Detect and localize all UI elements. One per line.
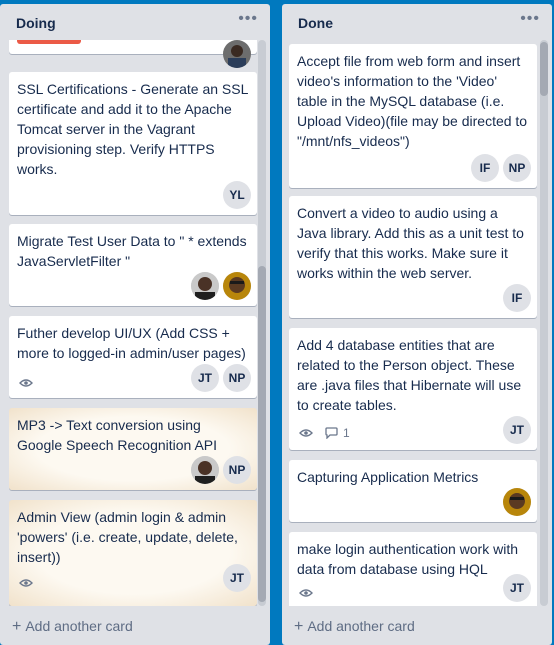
comments-badge: 1 (325, 426, 350, 440)
watch-badge (299, 588, 313, 598)
card-title: Futher develop UI/UX (Add CSS + more to … (17, 323, 249, 363)
member-avatar[interactable]: JT (503, 574, 531, 602)
scrollbar-thumb[interactable] (540, 42, 548, 96)
card[interactable]: Futher develop UI/UX (Add CSS + more to … (9, 316, 257, 398)
card-title: Convert a video to audio using a Java li… (297, 203, 529, 283)
member-avatar[interactable]: JT (191, 364, 219, 392)
card-title: Capturing Application Metrics (297, 467, 529, 487)
add-card-button[interactable]: + Add another card (294, 618, 415, 636)
watch-badge (19, 578, 33, 588)
card-label-red[interactable] (17, 40, 81, 44)
add-card-label: Add another card (307, 618, 414, 634)
list-doing: Doing ••• SSL Certifications - Generate … (0, 4, 270, 645)
list-done: Done ••• Accept file from web form and i… (282, 4, 552, 645)
member-avatar[interactable]: JT (503, 416, 531, 444)
member-avatar-photo[interactable] (191, 456, 219, 484)
member-avatar[interactable]: NP (223, 456, 251, 484)
list-title[interactable]: Done (298, 15, 333, 31)
card-title: SSL Certifications - Generate an SSL cer… (17, 79, 249, 179)
eye-icon (19, 578, 33, 588)
watch-badge (19, 378, 33, 388)
member-avatar-photo[interactable] (223, 40, 251, 68)
add-card-label: Add another card (25, 618, 132, 634)
card-container: SSL Certifications - Generate an SSL cer… (9, 40, 257, 606)
add-card-button[interactable]: + Add another card (12, 618, 133, 636)
member-avatar-photo[interactable] (223, 272, 251, 300)
card-title: Accept file from web form and insert vid… (297, 51, 529, 151)
member-avatar[interactable]: NP (503, 154, 531, 182)
scrollbar[interactable] (540, 40, 548, 606)
member-avatar-photo[interactable] (191, 272, 219, 300)
list-menu-icon[interactable]: ••• (520, 10, 540, 28)
list-header: Done ••• (282, 4, 552, 40)
comment-count: 1 (343, 426, 350, 440)
card[interactable]: MP3 -> Text conversion using Google Spee… (9, 408, 257, 490)
card[interactable]: Convert a video to audio using a Java li… (289, 196, 537, 318)
card-title: Add 4 database entities that are related… (297, 335, 529, 415)
card-partial[interactable] (9, 40, 257, 54)
card-title: Admin View (admin login & admin 'powers'… (17, 507, 249, 567)
eye-icon (19, 378, 33, 388)
plus-icon: + (12, 618, 21, 635)
card[interactable]: Capturing Application Metrics (289, 460, 537, 522)
member-avatar[interactable]: YL (223, 181, 251, 209)
plus-icon: + (294, 618, 303, 635)
member-avatar[interactable]: IF (471, 154, 499, 182)
scrollbar[interactable] (258, 40, 266, 606)
eye-icon (299, 428, 313, 438)
card[interactable]: Admin View (admin login & admin 'powers'… (9, 500, 257, 606)
card[interactable]: Migrate Test User Data to " * extends Ja… (9, 224, 257, 306)
card[interactable]: SSL Certifications - Generate an SSL cer… (9, 72, 257, 215)
member-avatar[interactable]: NP (223, 364, 251, 392)
eye-icon (299, 588, 313, 598)
card-title: make login authentication work with data… (297, 539, 529, 579)
card-container: Accept file from web form and insert vid… (289, 40, 537, 606)
list-header: Doing ••• (0, 4, 270, 40)
card[interactable]: Accept file from web form and insert vid… (289, 44, 537, 188)
card[interactable]: Add 4 database entities that are related… (289, 328, 537, 450)
member-avatar[interactable]: JT (223, 564, 251, 592)
member-avatar-photo[interactable] (503, 488, 531, 516)
watch-badge (299, 428, 313, 438)
card-title: Migrate Test User Data to " * extends Ja… (17, 231, 249, 271)
card-title: MP3 -> Text conversion using Google Spee… (17, 415, 249, 455)
list-title[interactable]: Doing (16, 15, 56, 31)
card[interactable]: make login authentication work with data… (289, 532, 537, 606)
member-avatar[interactable]: IF (503, 284, 531, 312)
comment-icon (325, 427, 338, 439)
list-menu-icon[interactable]: ••• (238, 10, 258, 28)
scrollbar-thumb[interactable] (258, 266, 266, 602)
